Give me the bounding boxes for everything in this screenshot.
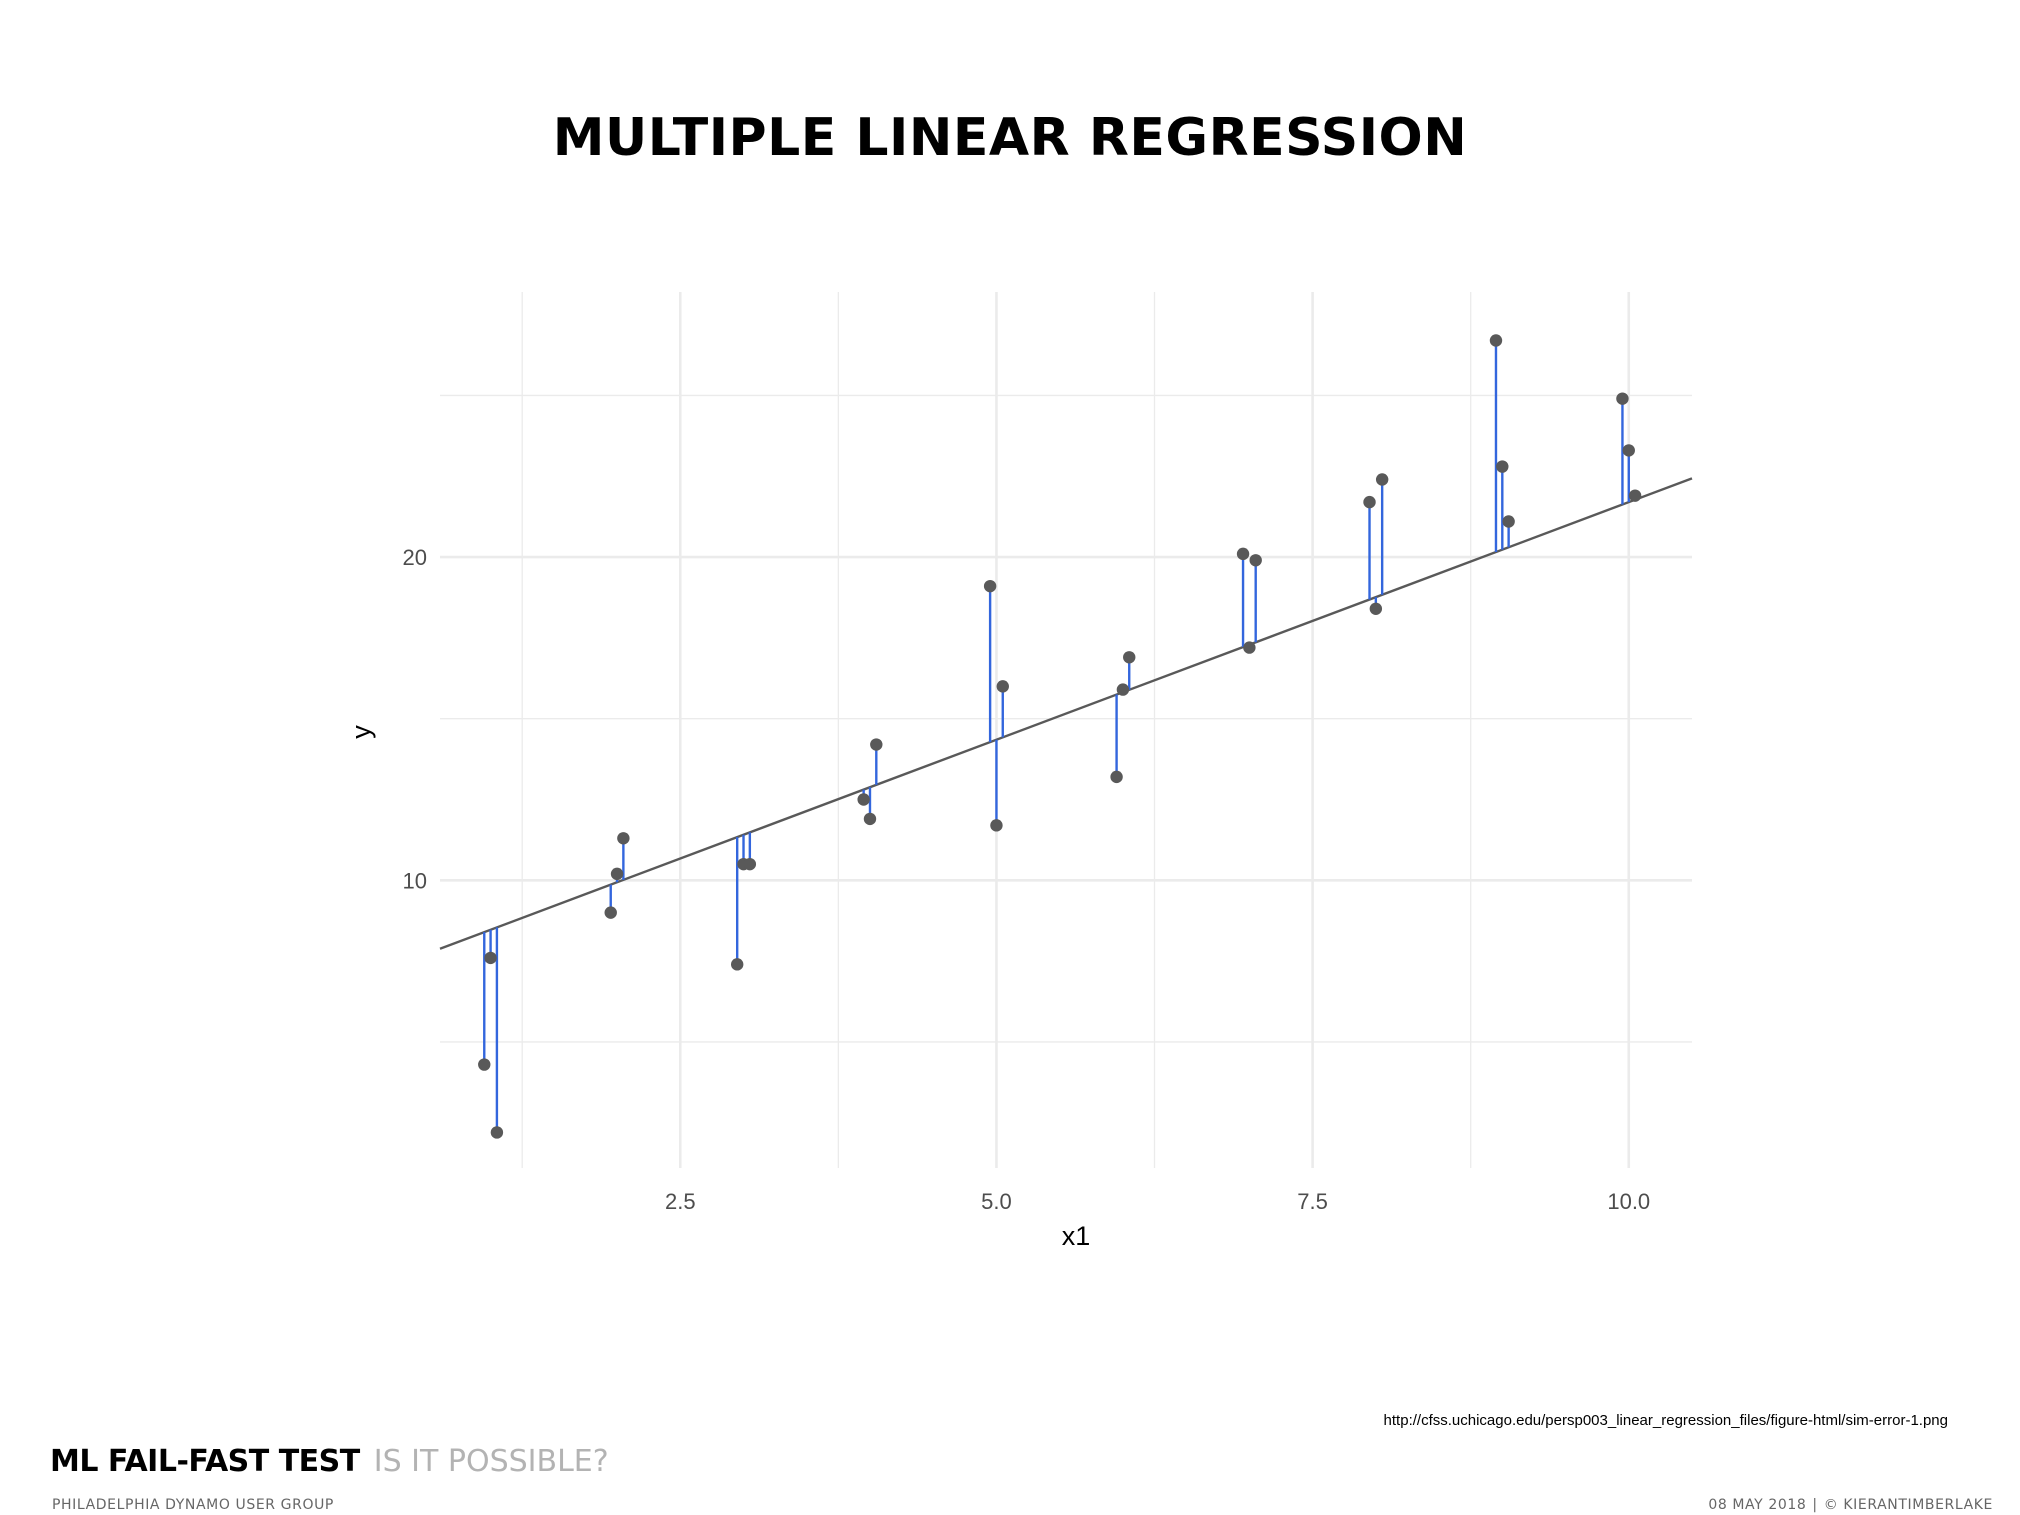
x-tick-label: 2.5 bbox=[665, 1189, 696, 1214]
footer-title-bold: ML FAIL-FAST TEST bbox=[50, 1444, 360, 1479]
data-point bbox=[1369, 602, 1383, 615]
data-point bbox=[857, 793, 870, 806]
data-point bbox=[478, 1058, 491, 1071]
x-tick-label: 5.0 bbox=[981, 1189, 1012, 1214]
footer-credit-text: © KIERANTIMBERLAKE bbox=[1823, 1497, 1993, 1513]
page-title: MULTIPLE LINEAR REGRESSION bbox=[552, 108, 1468, 168]
data-point bbox=[490, 1126, 504, 1139]
data-point bbox=[1243, 641, 1256, 654]
data-point bbox=[484, 951, 497, 965]
footer-subtitle: PHILADELPHIA DYNAMO USER GROUP bbox=[52, 1497, 334, 1513]
data-point bbox=[863, 812, 877, 826]
data-point bbox=[1236, 547, 1250, 561]
footer-separator: | bbox=[1812, 1497, 1818, 1513]
footer-credit: 08 MAY 2018 | © KIERANTIMBERLAKE bbox=[1708, 1497, 1993, 1513]
data-point bbox=[604, 906, 617, 919]
data-point bbox=[1249, 554, 1262, 567]
grid-lines bbox=[440, 292, 1692, 1168]
regression-line bbox=[439, 477, 1693, 950]
data-point bbox=[1502, 515, 1515, 528]
y-tick-label: 10 bbox=[403, 868, 427, 893]
data-point bbox=[617, 832, 630, 845]
data-point bbox=[1628, 489, 1642, 502]
data-point bbox=[1116, 683, 1130, 696]
footer-title: ML FAIL-FAST TEST IS IT POSSIBLE? bbox=[50, 1444, 609, 1479]
data-point bbox=[1110, 770, 1123, 784]
data-points bbox=[478, 334, 1642, 1139]
data-point bbox=[1375, 473, 1389, 486]
data-point bbox=[983, 579, 997, 593]
data-point bbox=[1363, 495, 1376, 509]
data-point bbox=[1496, 460, 1509, 473]
x-tick-label: 7.5 bbox=[1297, 1189, 1328, 1214]
data-point bbox=[1622, 444, 1635, 457]
data-point bbox=[1616, 392, 1629, 405]
tick-labels: 2.5 5.0 7.5 10.0 10 20 bbox=[403, 545, 1651, 1214]
data-point bbox=[730, 958, 744, 971]
data-point bbox=[870, 738, 883, 751]
fit-line-group bbox=[439, 477, 1693, 950]
footer-title-light: IS IT POSSIBLE? bbox=[373, 1444, 609, 1479]
data-point bbox=[1123, 651, 1136, 664]
x-axis-label: x1 bbox=[1062, 1221, 1091, 1251]
data-point bbox=[996, 680, 1009, 693]
data-point bbox=[1489, 334, 1503, 347]
y-tick-label: 20 bbox=[403, 545, 427, 570]
data-point bbox=[743, 857, 757, 871]
residual-lines bbox=[483, 340, 1637, 1133]
axis-labels: x1 y bbox=[346, 725, 1090, 1251]
y-axis-label: y bbox=[346, 725, 376, 739]
data-point bbox=[990, 819, 1003, 832]
x-tick-label: 10.0 bbox=[1607, 1189, 1650, 1214]
data-point bbox=[610, 867, 624, 881]
source-url: http://cfss.uchicago.edu/persp003_linear… bbox=[1383, 1412, 1948, 1429]
footer-date: 08 MAY 2018 bbox=[1708, 1497, 1807, 1513]
